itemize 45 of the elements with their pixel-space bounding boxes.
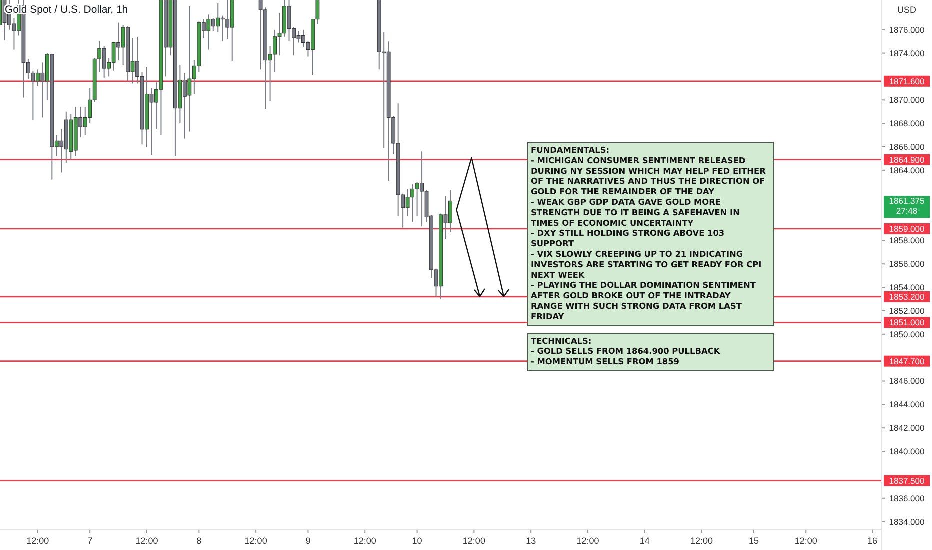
x-tick-label: 9 <box>306 536 311 546</box>
y-tick-label: 1850.000 <box>889 329 925 340</box>
y-tick-label: 1846.000 <box>889 376 925 386</box>
y-tick-label: 1866.000 <box>889 142 925 152</box>
x-tick-label: 15 <box>748 536 759 546</box>
y-tick-label: 1870.000 <box>889 95 925 106</box>
y-tick-label: 1874.000 <box>889 48 925 58</box>
x-tick-label: 10 <box>412 536 422 546</box>
x-tick-label: 12:00 <box>354 536 376 546</box>
x-tick-label: 12:00 <box>26 536 50 546</box>
x-tick-label: 12:00 <box>244 536 268 546</box>
text: 1861.375 27:48 <box>889 196 925 216</box>
y-tick-label: 1858.000 <box>889 236 925 246</box>
ref-line-label: 1859.000 <box>889 224 925 234</box>
y-axis-title: USD <box>897 5 917 15</box>
y-tick-label: 1876.000 <box>889 24 925 35</box>
y-tick-label: 1868.000 <box>889 118 925 129</box>
text-box: TECHNICALS: - GOLD SELLS FROM 1864.900 PULLBACK - MOMENTUM SELLS FROM 1859 <box>528 333 774 372</box>
ref-line-label: 1864.900 <box>889 154 925 165</box>
x-tick-label: 12:00 <box>462 536 486 546</box>
y-tick-label: 1840.000 <box>889 446 925 457</box>
y-tick-label: 1864.000 <box>889 165 925 176</box>
y-tick-label: 1834.000 <box>889 516 925 527</box>
ref-line-label: 1847.700 <box>889 356 925 366</box>
x-tick-label: 8 <box>196 536 202 546</box>
x-tick-label: 12:00 <box>576 536 600 546</box>
y-tick-label: 1856.000 <box>889 259 925 270</box>
y-tick-label: 1844.000 <box>889 400 925 410</box>
annotation: TECHNICALS: - GOLD SELLS FROM 1864.900 PULLBACK - MOMENTUM SELLS FROM 1859 <box>531 336 721 367</box>
x-tick-label: 7 <box>88 536 93 546</box>
x-tick-label: 12:00 <box>136 536 158 546</box>
y-tick-label: 1852.000 <box>889 306 925 316</box>
x-tick-label: 14 <box>640 536 650 546</box>
ref-line-label: 1851.000 <box>889 318 925 328</box>
text-box: FUNDAMENTALS: - MICHIGAN CONSUMER SENTIMENT RELEASED DURING NY SESSION WHICH MAY HELP FED EITHER OF THE NARRATIVES AND THUS THE DIRECTION OF GOLD FOR THE REMAINDER OF THE DAY - WEAK GBP GDP DATA GAVE GOLD MORE STRENGTH DUE TO IT BEING A SAFEHAVEN IN TIMES OF ECONOMIC UNCERTAINTY - DXY STILL HOLDING STRONG ABOVE 103 SUPPORT - VIX SLOWLY CREEPING UP TO 21 INDICATING INVESTORS ARE STARTING TO GET READY FOR CPI NEXT WEEK - PLAYING THE DOLLAR DOMINATION SENTIMENT AFTER GOLD BROKE OUT OF THE INTRADAY RANGE WITH SUCH STRONG DATA FROM LAST FRIDAY <box>528 142 774 326</box>
ref-line-label: 1871.600 <box>889 76 925 86</box>
x-tick-label: 12:00 <box>690 536 714 546</box>
y-tick-label: 1854.000 <box>889 282 925 293</box>
ref-line-label: 1837.500 <box>889 476 925 486</box>
x-tick-label: 16 <box>868 536 878 546</box>
y-tick-label: 1836.000 <box>889 493 925 504</box>
ref-line-label: 1853.200 <box>889 292 925 302</box>
y-tick-label: 1842.000 <box>889 423 925 434</box>
x-tick-label: 12:00 <box>794 536 818 546</box>
x-tick-label: 13 <box>526 536 536 546</box>
